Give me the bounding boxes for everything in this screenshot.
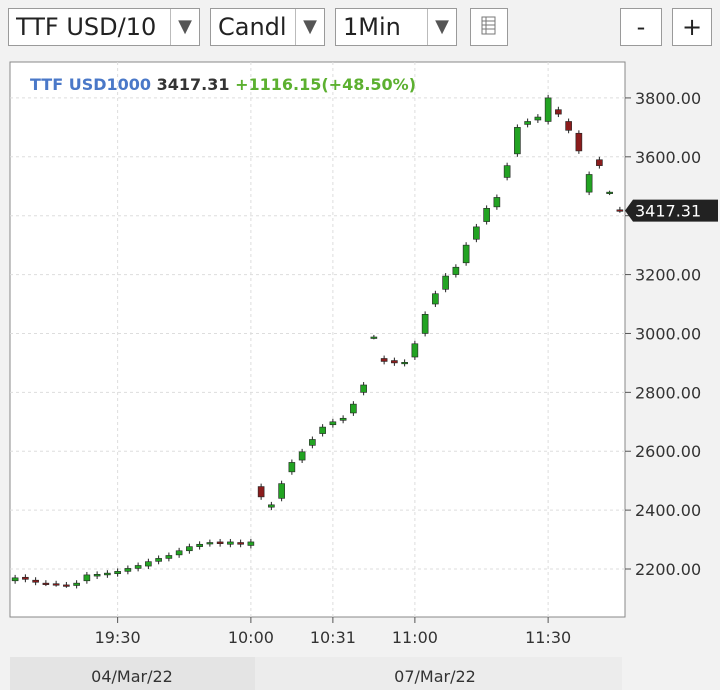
arrow: ▼ <box>170 9 199 45</box>
candle-body <box>360 384 367 393</box>
y-tick-label: 3200.00 <box>635 266 701 285</box>
candle-body <box>565 121 572 131</box>
candle-body <box>196 543 203 547</box>
candle-body <box>391 360 398 364</box>
candle-body <box>104 572 111 576</box>
x-tick-label: 10:00 <box>228 628 274 647</box>
legend-change: +1116.15(+48.50%) <box>235 75 416 94</box>
zoom-in-button[interactable]: + <box>672 8 712 46</box>
x-tick-label: 11:30 <box>525 628 571 647</box>
y-tick-label: 2400.00 <box>635 501 701 520</box>
arrow: ▼ <box>427 9 456 45</box>
candle-body <box>503 165 511 178</box>
style-text: Candl <box>218 13 287 41</box>
x-tick-label: 19:30 <box>95 628 141 647</box>
candle-body <box>216 541 224 544</box>
candle-body <box>165 555 173 559</box>
candle-body <box>309 439 316 446</box>
x-tick-label: 10:31 <box>310 628 356 647</box>
y-tick-label: 2200.00 <box>635 560 701 579</box>
candle-body <box>124 568 132 572</box>
y-tick-label: 3600.00 <box>635 148 701 167</box>
candle-body <box>401 362 408 365</box>
date-label: 04/Mar/22 <box>91 667 173 686</box>
candle-body <box>175 550 183 556</box>
style-dropdown[interactable]: Candl ▼ <box>210 8 325 46</box>
candle-body <box>555 109 562 115</box>
candle-body <box>329 421 337 426</box>
candle-body <box>339 417 347 421</box>
candle-body <box>247 541 255 546</box>
y-tick-label: 3000.00 <box>635 324 701 343</box>
candle-body <box>544 97 552 122</box>
candle-body <box>288 462 296 473</box>
candle-body <box>22 576 29 580</box>
candle-body <box>432 293 439 305</box>
arrow: ▼ <box>295 9 324 45</box>
plot-area <box>9 61 626 618</box>
legend-last: 3417.31 <box>157 75 230 94</box>
candle-body <box>134 565 142 569</box>
candle-body <box>421 314 429 334</box>
candle-body <box>186 546 193 552</box>
candle-body <box>237 542 244 545</box>
interval-dropdown[interactable]: 1Min ▼ <box>335 8 457 46</box>
candle-body <box>534 116 542 121</box>
candle-body <box>63 584 70 587</box>
candle-body <box>114 571 121 575</box>
candle-body <box>257 486 265 498</box>
x-tick-label: 11:00 <box>392 628 438 647</box>
candle-body <box>93 574 101 577</box>
candle-body <box>278 483 285 499</box>
legend-symbol: TTF USD1000 <box>30 75 151 94</box>
y-tick-label: 3800.00 <box>635 89 701 108</box>
last-price-label: 3417.31 <box>635 202 701 221</box>
date-label: 07/Mar/22 <box>394 667 476 686</box>
candle-body <box>380 358 388 362</box>
candle-body <box>452 266 460 275</box>
candle-body <box>11 577 19 582</box>
symbol-dropdown[interactable]: TTF USD/10 ▼ <box>8 8 200 46</box>
candle-body <box>606 191 613 194</box>
candle-body <box>483 208 490 222</box>
candle-body <box>268 504 275 508</box>
candle-body <box>52 583 60 586</box>
date-band <box>10 657 255 690</box>
candle-body <box>616 209 624 212</box>
candle-body <box>227 541 234 545</box>
candle-body <box>298 451 306 461</box>
candle-body <box>155 558 162 562</box>
table-button[interactable] <box>470 8 508 46</box>
table-icon <box>481 16 496 35</box>
candle-body <box>42 582 50 585</box>
last-price-tag <box>625 199 718 222</box>
candle-body <box>575 132 583 152</box>
candle-body <box>319 426 326 434</box>
candle-body <box>596 159 603 166</box>
zoom-out-button[interactable]: - <box>620 8 662 46</box>
candle-body <box>145 561 152 567</box>
candle-body <box>350 403 357 414</box>
candle-body <box>73 582 80 586</box>
candle-body <box>32 579 39 583</box>
y-tick-label: 2800.00 <box>635 383 701 402</box>
candle-body <box>411 343 419 358</box>
y-tick-label: 2600.00 <box>635 442 701 461</box>
candle-body <box>585 174 593 193</box>
legend: TTF USD1000 3417.31 +1116.15(+48.50%) <box>30 75 416 94</box>
candle-body <box>514 127 521 155</box>
candle-body <box>493 197 501 208</box>
interval-text: 1Min <box>343 13 401 41</box>
candle-body <box>524 121 531 125</box>
candle-body <box>206 542 214 545</box>
candle-body <box>473 226 480 240</box>
candle-body <box>442 275 449 290</box>
candle-body <box>83 574 91 582</box>
chart: TTF USD1000 3417.31 +1116.15(+48.50%) 22… <box>9 61 718 690</box>
candle-body <box>462 244 470 264</box>
symbol-text: TTF USD/10 <box>16 13 157 41</box>
date-band <box>255 657 622 690</box>
candle-body <box>370 336 378 339</box>
